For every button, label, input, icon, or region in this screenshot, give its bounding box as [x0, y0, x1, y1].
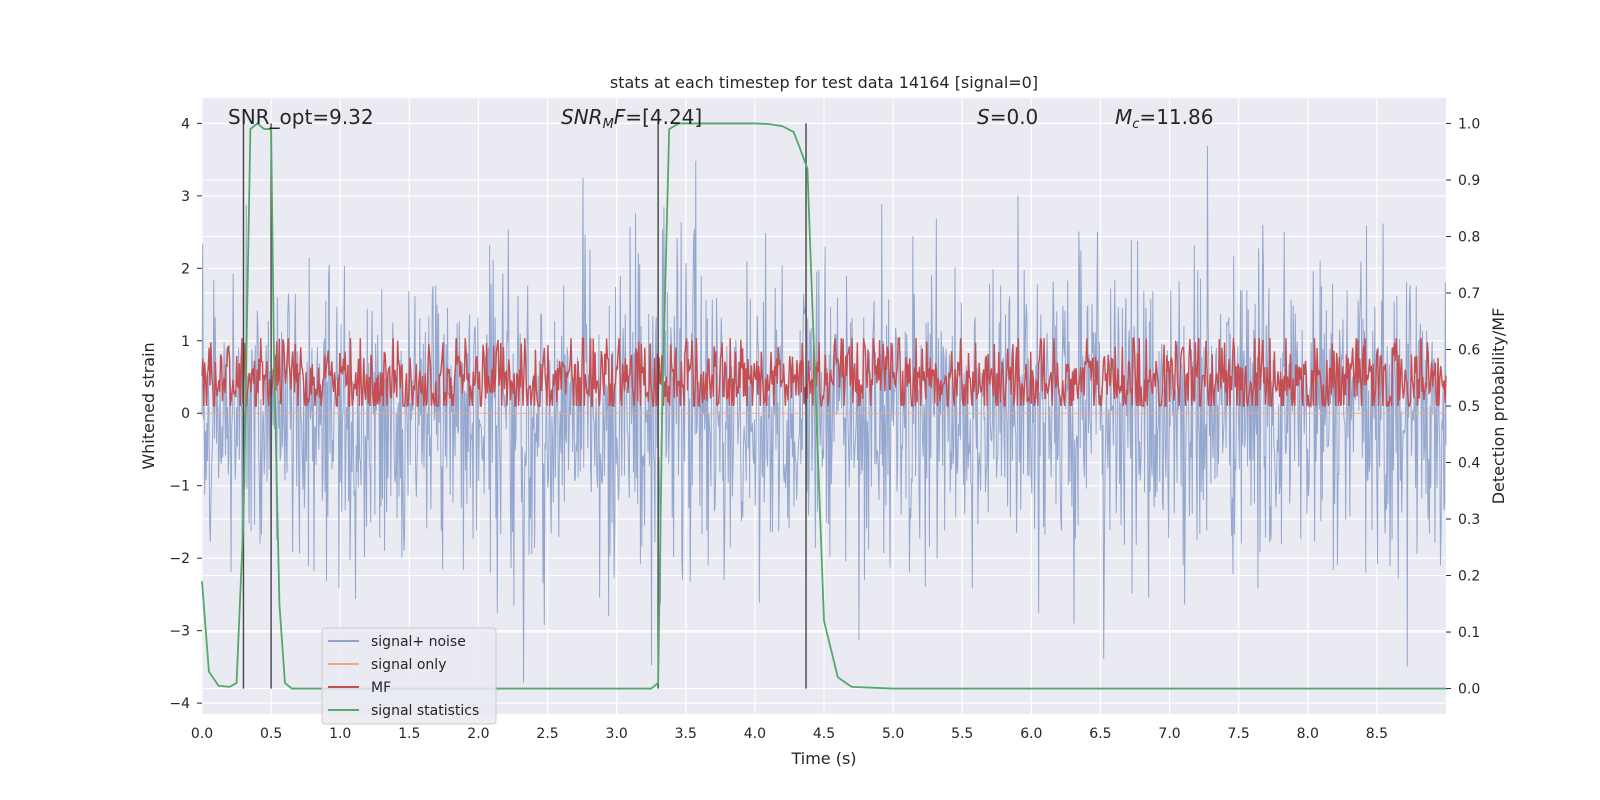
annotation-snr-opt: SNR_opt=9.32: [228, 105, 374, 129]
x-tick-label-0: 0.0: [191, 726, 213, 742]
annotation-mc-value: 11.86: [1156, 105, 1213, 129]
x-tick-label-15: 7.5: [1228, 726, 1250, 742]
legend-label-mf: MF: [371, 680, 391, 696]
x-axis-ticks: 0.0 0.5 1.0 1.5 2.0 2.5 3.0 3.5 4.0 4.5 5.0 5.5 6.0 6…: [191, 726, 1388, 742]
annotation-snr-mf-tail: F: [614, 105, 626, 129]
y-left-tick-label-0: 4: [181, 116, 190, 132]
y-right-tick-label-1: 0.9: [1458, 173, 1480, 189]
y-left-tick-label-4: 0: [181, 406, 190, 422]
y-right-tick-label-6: 0.4: [1458, 456, 1480, 472]
signal-noise-line: [201, 145, 1447, 683]
annotation-snr-mf: SNRMF=[4.24]: [561, 105, 702, 132]
y-right-tick-label-3: 0.7: [1458, 286, 1480, 302]
y-right-axis-ticks: 1.0 0.9 0.8 0.7 0.6 0.5 0.4 0.3 0.2 0.1 0.0: [1446, 116, 1480, 698]
x-tick-label-10: 5.0: [882, 726, 904, 742]
x-tick-label-1: 0.5: [260, 726, 282, 742]
x-tick-label-6: 3.0: [606, 726, 628, 742]
x-axis-label: Time (s): [790, 749, 856, 768]
x-tick-label-8: 4.0: [744, 726, 766, 742]
y-left-tick-label-8: −4: [169, 696, 190, 712]
y-right-tick-label-2: 0.8: [1458, 229, 1480, 245]
annotation-snr-mf-value: [4.24]: [642, 105, 702, 129]
y-left-axis-ticks: 4 3 2 1 0 −1 −2 −3 −4: [169, 116, 202, 712]
x-tick-label-3: 1.5: [398, 726, 420, 742]
y-left-tick-label-2: 2: [181, 261, 190, 277]
y-right-tick-label-5: 0.5: [1458, 399, 1480, 415]
x-tick-label-5: 2.5: [536, 726, 558, 742]
y-left-tick-label-5: −1: [169, 479, 190, 495]
signal-statistics-line: [201, 122, 1446, 690]
x-tick-label-16: 8.0: [1297, 726, 1319, 742]
x-tick-label-13: 6.5: [1089, 726, 1111, 742]
y-right-axis-label: Detection probability/MF: [1489, 308, 1508, 505]
legend-label-signal-only: signal only: [371, 657, 446, 673]
y-right-tick-label-9: 0.1: [1458, 625, 1480, 641]
signal-noise-series: [201, 145, 1447, 683]
annotation-snr-opt-value: 9.32: [329, 105, 374, 129]
x-tick-label-14: 7.0: [1158, 726, 1180, 742]
x-tick-label-7: 3.5: [675, 726, 697, 742]
annotation-mc-eq: =: [1139, 105, 1156, 129]
chart-title: stats at each timestep for test data 141…: [610, 73, 1038, 92]
y-right-tick-label-7: 0.3: [1458, 512, 1480, 528]
x-tick-label-11: 5.5: [951, 726, 973, 742]
y-left-tick-label-3: 1: [181, 334, 190, 350]
annotation-s: S=0.0: [977, 105, 1038, 129]
signal-statistics-series: [201, 122, 1446, 690]
annotation-s-value: 0.0: [1006, 105, 1038, 129]
y-left-axis-label: Whitened strain: [139, 342, 158, 469]
legend: signal+ noise signal only MF signal stat…: [321, 627, 497, 725]
legend-box: [321, 627, 497, 725]
x-tick-label-2: 1.0: [329, 726, 351, 742]
vertical-lines: [242, 123, 807, 689]
x-tick-label-12: 6.0: [1020, 726, 1042, 742]
mf-series: [201, 337, 1447, 409]
x-tick-label-17: 8.5: [1366, 726, 1388, 742]
y-right-tick-label-10: 0.0: [1458, 682, 1480, 698]
y-left-tick-label-6: −2: [169, 551, 190, 567]
y-left-tick-label-1: 3: [181, 189, 190, 205]
annotation-mc-base: M: [1115, 105, 1132, 129]
annotation-snr-mf-base: SNR: [561, 105, 603, 129]
annotation-mc: Mc=11.86: [1115, 105, 1213, 132]
legend-label-signal-noise: signal+ noise: [371, 634, 466, 650]
legend-label-signal-statistics: signal statistics: [371, 703, 479, 719]
y-left-tick-label-7: −3: [169, 624, 190, 640]
y-right-tick-label-0: 1.0: [1458, 116, 1480, 132]
x-tick-label-4: 2.0: [467, 726, 489, 742]
annotation-s-name: S: [977, 105, 990, 129]
annotation-snr-mf-sub: M: [603, 117, 614, 132]
y-right-tick-label-4: 0.6: [1458, 342, 1480, 358]
annotation-snr-opt-name: SNR_opt: [228, 105, 312, 129]
annotation-mc-sub: c: [1132, 117, 1139, 132]
mf-line: [201, 337, 1447, 409]
y-right-tick-label-8: 0.2: [1458, 569, 1480, 585]
x-tick-label-9: 4.5: [813, 726, 835, 742]
